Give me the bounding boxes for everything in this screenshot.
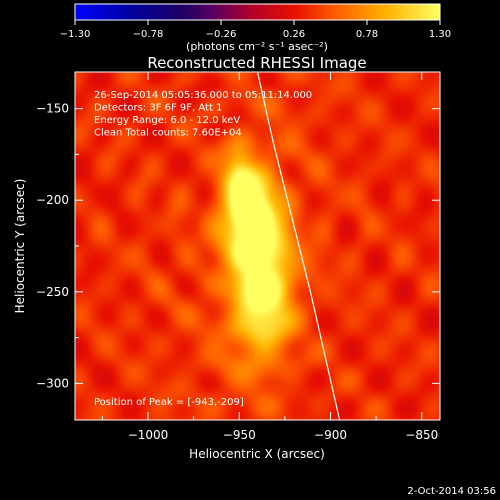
y-tick-label: −250	[36, 285, 69, 299]
x-tick-label: −1000	[128, 428, 169, 442]
colorbar-tick-label: −1.30	[60, 29, 91, 40]
solar-limb-curve	[256, 72, 341, 420]
colorbar-tick-label: 0.78	[356, 29, 378, 40]
heatmap-image	[75, 72, 440, 420]
y-tick-label: −200	[36, 193, 69, 207]
annotation-line: 26-Sep-2014 05:05:36.000 to 05:11:14.000	[94, 90, 312, 101]
annotation-block: 26-Sep-2014 05:05:36.000 to 05:11:14.000…	[94, 90, 312, 139]
peak-position-label: Position of Peak = [-943,-209]	[94, 397, 244, 408]
x-tick-label: −950	[223, 428, 256, 442]
colorbar-tick-label: 0.26	[283, 29, 305, 40]
y-tick-label: −150	[36, 102, 69, 116]
axis-ticks: −1000 −950 −900 −850 −150 −200 −250 −300	[36, 72, 440, 442]
chart-title: Reconstructed RHESSI Image	[147, 54, 366, 72]
colorbar-label: (photons cm⁻² s⁻¹ asec⁻²)	[186, 40, 328, 53]
colorbar	[74, 3, 441, 21]
annotation-line: Energy Range: 6.0 - 12.0 keV	[94, 115, 240, 126]
footer-date: 2-Oct-2014 03:56	[407, 486, 496, 497]
annotation-line: Detectors: 3F 6F 9F, Att 1	[94, 103, 222, 114]
y-tick-label: −300	[36, 376, 69, 390]
y-axis-label: Heliocentric Y (arcsec)	[13, 179, 27, 314]
annotation-line: Clean Total counts: 7.60E+04	[94, 128, 242, 139]
colorbar-ticks: −1.30 −0.78 −0.26 0.26 0.78 1.30	[60, 20, 451, 40]
x-tick-label: −850	[405, 428, 438, 442]
x-tick-label: −900	[314, 428, 347, 442]
colorbar-tick-label: 1.30	[429, 29, 451, 40]
x-axis-label: Heliocentric X (arcsec)	[189, 447, 325, 461]
colorbar-tick-label: −0.78	[133, 29, 164, 40]
colorbar-tick-label: −0.26	[206, 29, 237, 40]
